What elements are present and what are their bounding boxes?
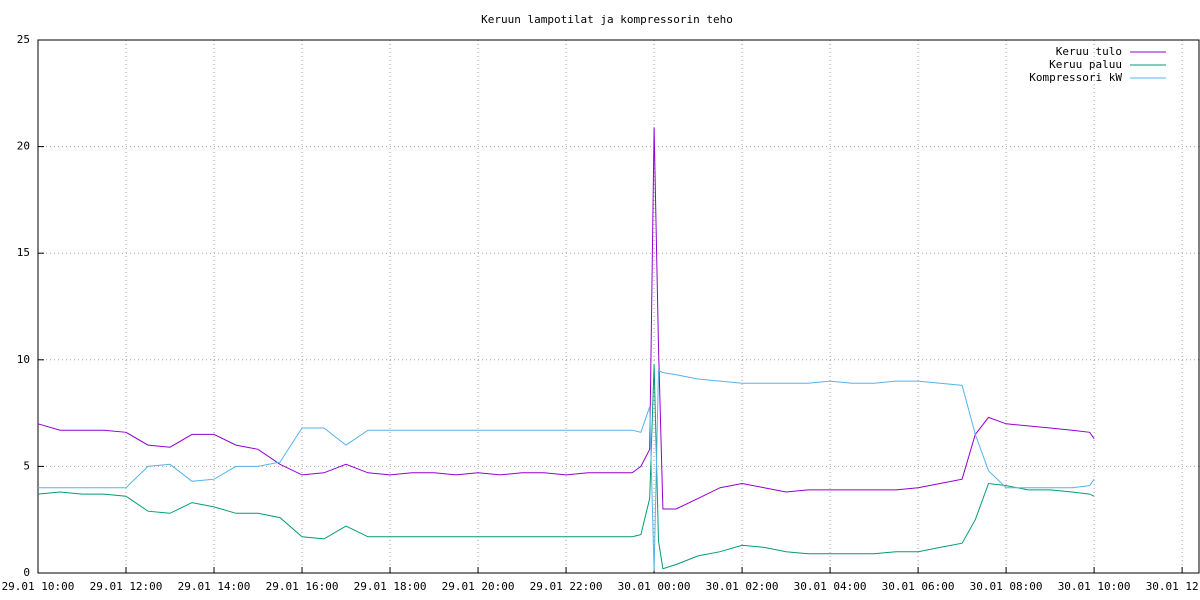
y-tick-label: 5	[23, 459, 30, 472]
x-tick-label: 30.01 08:00	[970, 580, 1043, 593]
x-tick-label: 30.01 12:00	[1146, 580, 1200, 593]
x-tick-label: 29.01 12:00	[90, 580, 163, 593]
y-tick-label: 15	[17, 246, 30, 259]
x-tick-label: 30.01 10:00	[1058, 580, 1131, 593]
plot-border	[37, 39, 1200, 574]
legend-label: Kompressori kW	[1029, 71, 1122, 84]
x-tick-label: 29.01 18:00	[354, 580, 427, 593]
y-tick-label: 0	[23, 566, 30, 579]
chart-title: Keruun lampotilat ja kompressorin teho	[481, 13, 733, 26]
x-tick-label: 30.01 02:00	[706, 580, 779, 593]
x-tick-label: 30.01 06:00	[882, 580, 955, 593]
y-tick-label: 10	[17, 353, 30, 366]
series-line	[38, 369, 1095, 571]
legend-label: Keruu tulo	[1056, 45, 1122, 58]
x-tick-label: 29.01 14:00	[178, 580, 251, 593]
legend-label: Keruu paluu	[1049, 58, 1122, 71]
series-line	[37, 127, 1095, 510]
x-tick-label: 29.01 16:00	[266, 580, 339, 593]
x-tick-label: 29.01 10:00	[2, 580, 75, 593]
x-tick-label: 29.01 22:00	[530, 580, 603, 593]
x-tick-label: 30.01 00:00	[618, 580, 691, 593]
y-tick-label: 25	[17, 33, 30, 46]
x-tick-label: 30.01 04:00	[794, 580, 867, 593]
series-line	[37, 364, 1095, 570]
x-tick-label: 29.01 20:00	[442, 580, 515, 593]
y-tick-label: 20	[17, 140, 30, 153]
